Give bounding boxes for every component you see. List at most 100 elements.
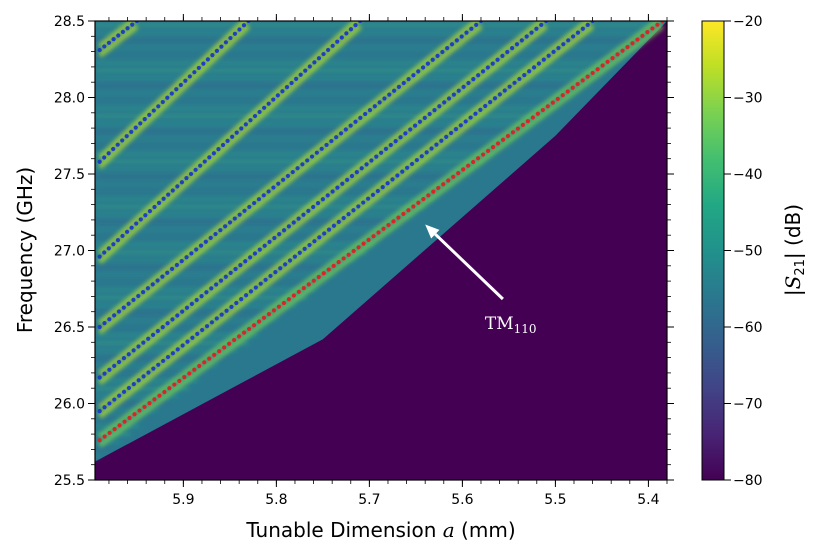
mode-marker bbox=[324, 142, 329, 148]
mode-marker bbox=[430, 57, 435, 62]
mode-marker bbox=[446, 178, 451, 183]
mode-marker bbox=[169, 91, 174, 96]
mode-marker bbox=[374, 154, 379, 159]
mode-marker bbox=[296, 216, 301, 221]
mode-marker bbox=[202, 360, 207, 365]
annotation-arrowhead bbox=[425, 224, 440, 239]
mode-marker bbox=[366, 237, 371, 242]
mode-marker bbox=[121, 389, 127, 394]
mode-marker bbox=[309, 154, 315, 159]
y-tick-label: 28.5 bbox=[54, 14, 85, 30]
mode-marker bbox=[179, 259, 184, 264]
mode-marker bbox=[182, 375, 187, 380]
mode-marker bbox=[122, 419, 127, 424]
colorbar: −20 −30 −40 −50 −60 −70 −80 |S21| (dB) bbox=[701, 14, 808, 489]
mode-marker bbox=[111, 242, 116, 247]
mode-marker bbox=[214, 282, 219, 287]
mode-marker bbox=[200, 327, 205, 333]
mode-marker bbox=[138, 217, 143, 222]
mode-marker bbox=[228, 35, 233, 41]
texture-stripe bbox=[95, 455, 101, 459]
texture-stripe bbox=[95, 265, 347, 269]
mode-ridge bbox=[98, 24, 139, 58]
mode-marker bbox=[237, 212, 242, 217]
mode-marker bbox=[464, 30, 469, 35]
mode-marker bbox=[536, 61, 542, 66]
mode-marker bbox=[331, 223, 337, 228]
mode-marker bbox=[189, 301, 194, 306]
mode-marker bbox=[431, 189, 436, 194]
texture-stripe bbox=[95, 99, 563, 103]
mode-marker bbox=[456, 88, 461, 93]
mode-marker bbox=[102, 250, 107, 255]
mode-marker bbox=[160, 274, 165, 279]
texture-stripe bbox=[95, 424, 141, 428]
y-tick-label: 26.0 bbox=[54, 397, 85, 413]
mode-marker bbox=[277, 232, 282, 237]
mode-ridge bbox=[98, 21, 546, 376]
mode-marker bbox=[512, 80, 517, 85]
mode-marker bbox=[115, 142, 120, 147]
mode-marker bbox=[106, 40, 112, 45]
mode-marker bbox=[251, 323, 257, 328]
mode-marker bbox=[469, 26, 474, 31]
mode-marker bbox=[117, 423, 122, 428]
mode-marker bbox=[474, 22, 479, 27]
mode-marker bbox=[370, 192, 376, 197]
mode-marker bbox=[151, 366, 156, 371]
mode-marker bbox=[414, 157, 419, 163]
mode-marker bbox=[363, 111, 368, 117]
mode-marker bbox=[161, 196, 166, 201]
texture-stripe bbox=[95, 106, 553, 110]
y-tick-label: 28.0 bbox=[54, 91, 85, 107]
mode-marker bbox=[570, 34, 576, 39]
mode-marker bbox=[102, 321, 107, 326]
mode-marker bbox=[156, 200, 162, 205]
mode-marker bbox=[346, 212, 351, 217]
mode-marker bbox=[517, 76, 522, 82]
x-axis: 5.9 5.8 5.7 5.6 5.5 5.4 bbox=[108, 14, 668, 508]
mode-marker bbox=[155, 278, 160, 283]
mode-marker bbox=[585, 74, 590, 79]
mode-marker bbox=[444, 134, 449, 139]
mode-marker bbox=[510, 46, 515, 51]
mode-marker bbox=[160, 325, 165, 330]
mode-marker bbox=[175, 184, 180, 189]
mode-marker bbox=[454, 38, 459, 43]
mode-marker bbox=[590, 70, 595, 76]
mode-marker bbox=[386, 222, 391, 228]
mode-marker bbox=[170, 317, 175, 322]
mode-marker bbox=[241, 330, 247, 335]
mode-marker bbox=[540, 107, 545, 113]
mode-marker bbox=[292, 254, 297, 259]
mode-marker bbox=[212, 352, 217, 357]
mode-marker bbox=[184, 305, 190, 310]
mode-marker bbox=[356, 245, 361, 250]
colorbar-tick-label: −40 bbox=[733, 167, 763, 183]
mode-marker bbox=[107, 401, 112, 406]
mode-marker bbox=[409, 161, 415, 167]
mode-marker bbox=[227, 220, 233, 225]
mode-marker bbox=[102, 44, 107, 49]
mode-marker bbox=[412, 123, 418, 128]
mode-marker bbox=[146, 370, 151, 375]
mode-marker bbox=[192, 70, 197, 75]
mode-marker bbox=[262, 243, 267, 248]
mode-marker bbox=[107, 367, 112, 372]
mode-marker bbox=[400, 169, 405, 174]
mode-marker bbox=[534, 26, 539, 31]
texture-stripe bbox=[95, 159, 485, 163]
mode-marker bbox=[339, 35, 344, 40]
mode-marker bbox=[107, 430, 112, 435]
mode-marker bbox=[419, 154, 424, 159]
mode-marker bbox=[329, 138, 334, 144]
mode-marker bbox=[560, 93, 565, 98]
mode-marker bbox=[216, 147, 221, 152]
mode-marker bbox=[202, 159, 207, 164]
mode-marker bbox=[224, 308, 229, 313]
mode-marker bbox=[97, 159, 102, 164]
mode-marker bbox=[471, 77, 476, 82]
mode-marker bbox=[262, 105, 267, 110]
mode-marker bbox=[167, 386, 172, 391]
